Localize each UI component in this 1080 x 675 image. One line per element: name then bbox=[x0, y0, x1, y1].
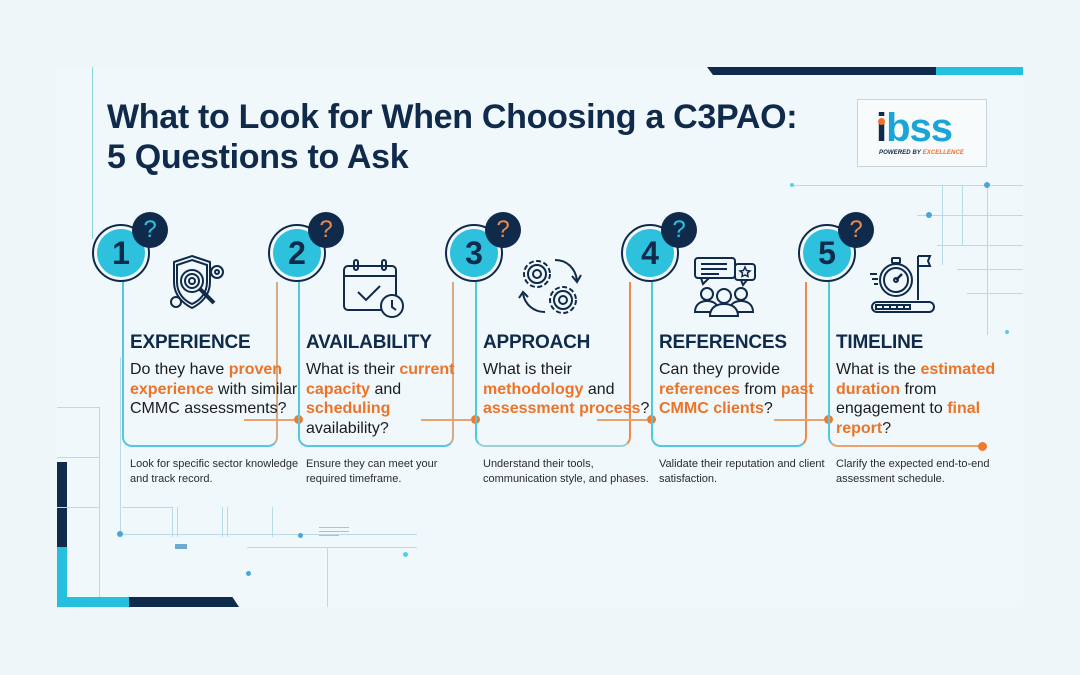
step-note: Ensure they can meet your required timef… bbox=[306, 458, 438, 485]
connector-line bbox=[244, 419, 294, 421]
step-box bbox=[828, 282, 982, 447]
logo-dot-icon bbox=[878, 118, 885, 125]
stopwatch-flag-progress-icon bbox=[870, 255, 935, 313]
step-box bbox=[298, 282, 454, 447]
step-box bbox=[122, 282, 278, 447]
connector-line bbox=[597, 419, 647, 421]
end-dot bbox=[978, 442, 987, 451]
gears-cycle-icon bbox=[518, 259, 582, 314]
step-heading: TIMELINE bbox=[836, 332, 924, 353]
logo-wordmark: ibss bbox=[876, 106, 953, 150]
step-3: 3 ? APPROACH What is their methodology a… bbox=[421, 212, 649, 602]
step-heading: AVAILABILITY bbox=[306, 332, 432, 353]
step-number-circle: 5 bbox=[798, 224, 856, 282]
people-reviews-icon bbox=[693, 257, 756, 317]
logo-tagline: POWERED BY EXCELLENCE bbox=[879, 150, 965, 156]
step-question: What is their methodology and assessment… bbox=[483, 361, 650, 417]
step-note: Look for specific sector knowledge and t… bbox=[130, 458, 299, 485]
step-5: 5 ? TIMELINE What is the estimated durat… bbox=[774, 212, 996, 602]
step-question: What is the estimated duration from enga… bbox=[836, 361, 996, 437]
top-accent-bar-dark bbox=[707, 67, 939, 75]
page-title: What to Look for When Choosing a C3PAO: … bbox=[107, 97, 798, 177]
calendar-clock-icon bbox=[343, 259, 404, 318]
step-box bbox=[475, 282, 631, 447]
step-note: Clarify the expected end-to-end assessme… bbox=[836, 458, 990, 485]
connector-line bbox=[421, 419, 471, 421]
title-line-2: 5 Questions to Ask bbox=[107, 138, 409, 176]
infographic-card: What to Look for When Choosing a C3PAO: … bbox=[57, 67, 1023, 607]
step-4: 4 ? REFERENCES Can they provide referenc… bbox=[597, 212, 825, 602]
title-line-1: What to Look for When Choosing a C3PAO: bbox=[107, 98, 798, 136]
step-question: Do they have proven experience with simi… bbox=[130, 361, 298, 417]
step-question: Can they provide references from past CM… bbox=[659, 361, 814, 417]
step-heading: EXPERIENCE bbox=[130, 332, 251, 353]
step-box bbox=[651, 282, 807, 447]
question-mark-icon: ? bbox=[132, 212, 168, 248]
step-heading: APPROACH bbox=[483, 332, 591, 353]
question-mark-icon: ? bbox=[661, 212, 697, 248]
question-mark-icon: ? bbox=[308, 212, 344, 248]
step-question: What is their current capacity and sched… bbox=[306, 361, 455, 437]
step-heading: REFERENCES bbox=[659, 332, 787, 353]
question-mark-icon: ? bbox=[838, 212, 874, 248]
step-note: Validate their reputation and client sat… bbox=[659, 458, 825, 485]
ibss-logo: ibss POWERED BY EXCELLENCE bbox=[857, 99, 987, 167]
accent-rule bbox=[92, 67, 93, 239]
step-1: 1 ? EXPERIENCE Do they have proven exper… bbox=[92, 212, 298, 602]
question-mark-icon: ? bbox=[485, 212, 521, 248]
top-accent-bar-light bbox=[936, 67, 1023, 75]
connector-line bbox=[774, 419, 824, 421]
shield-gear-search-icon bbox=[170, 254, 224, 310]
step-note: Understand their tools, communication st… bbox=[483, 458, 649, 485]
step-2: 2 ? AVAILABILITY What is their current c… bbox=[244, 212, 466, 602]
